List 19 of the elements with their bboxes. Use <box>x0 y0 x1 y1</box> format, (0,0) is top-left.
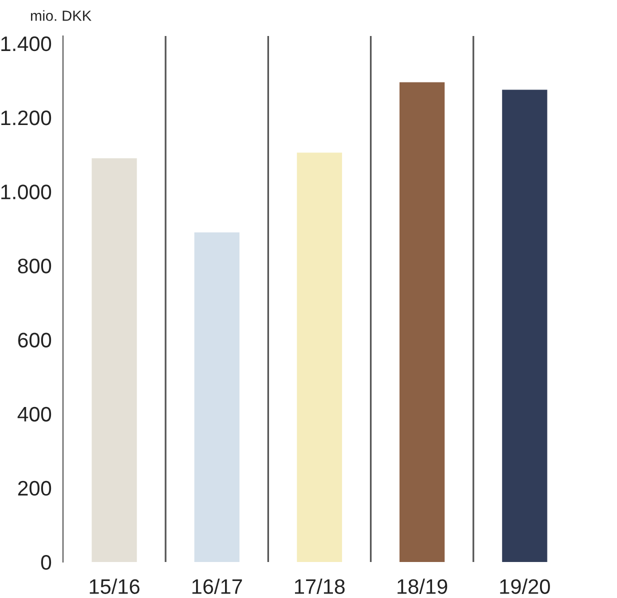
bar <box>194 232 240 562</box>
y-tick-label: 1.000 <box>1 184 52 200</box>
bar <box>92 158 137 562</box>
x-tick-label: 18/19 <box>398 578 448 594</box>
y-axis-title: mio. DKK <box>30 10 92 21</box>
bar <box>400 82 445 562</box>
y-tick-label: 400 <box>18 406 52 422</box>
x-tick-label: 15/16 <box>90 578 140 594</box>
y-tick-label: 1.400 <box>1 36 52 52</box>
y-tick-label: 1.200 <box>1 110 52 126</box>
bar <box>502 90 548 562</box>
y-tick-label: 600 <box>18 332 52 348</box>
x-tick-label: 19/20 <box>500 578 550 594</box>
x-tick-label: 16/17 <box>192 578 242 594</box>
x-tick-label: 17/18 <box>295 578 345 594</box>
y-tick-label: 800 <box>18 258 52 274</box>
bar <box>296 152 342 562</box>
y-tick-label: 200 <box>18 480 52 496</box>
y-tick-label: 0 <box>41 555 52 570</box>
